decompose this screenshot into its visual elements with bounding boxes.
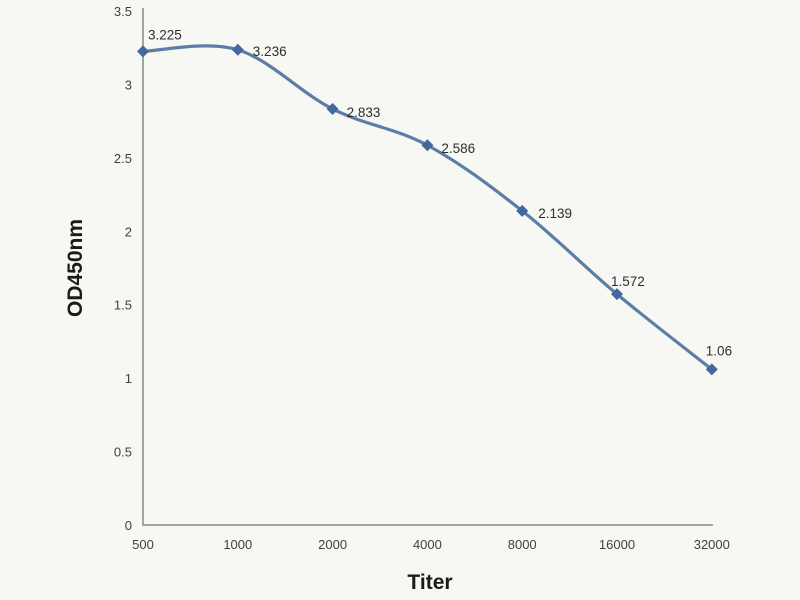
y-tick-label: 2.5 <box>114 151 132 166</box>
x-tick-label: 4000 <box>413 537 442 552</box>
data-point-marker <box>611 288 623 301</box>
y-tick-label: 0 <box>125 518 132 533</box>
series-line <box>141 44 714 371</box>
y-tick-label: 1 <box>125 371 132 386</box>
y-tick-label: 3.5 <box>114 4 132 19</box>
y-tick-label: 2 <box>125 224 132 239</box>
data-point-marker <box>705 363 718 376</box>
ticks-layer: 0 0.5 1 1.5 2 2.5 3 3.5 500 1000 2000 4000 8000 16000… <box>114 4 730 552</box>
x-tick-label: 32000 <box>694 537 730 552</box>
x-tick-label: 500 <box>132 537 154 552</box>
y-tick-label: 3 <box>125 77 132 92</box>
x-tick-label: 1000 <box>223 537 252 552</box>
data-point-label: 2.586 <box>441 141 475 156</box>
data-point-marker <box>137 45 149 58</box>
data-point-label: 3.236 <box>253 44 287 59</box>
y-tick-label: 0.5 <box>114 445 132 460</box>
data-point-marker <box>516 204 529 217</box>
data-point-label: 1.06 <box>706 343 732 358</box>
data-point-marker <box>421 139 434 152</box>
data-point-label: 2.139 <box>538 206 572 221</box>
x-tick-label: 16000 <box>599 537 635 552</box>
data-point-label: 3.225 <box>148 27 182 42</box>
y-axis-title: OD450nm <box>64 219 87 317</box>
x-tick-label: 2000 <box>318 537 347 552</box>
y-tick-label: 1.5 <box>114 298 132 313</box>
axes-layer <box>142 8 713 526</box>
x-axis-title: Titer <box>407 571 452 594</box>
data-labels-layer: 3.225 3.236 2.833 2.586 2.139 1.572 1.06 <box>148 27 732 358</box>
x-tick-label: 8000 <box>508 537 537 552</box>
data-point-label: 2.833 <box>347 105 381 120</box>
data-point-marker <box>231 43 244 56</box>
data-point-label: 1.572 <box>611 274 645 289</box>
data-point-marker <box>326 102 339 115</box>
series-layer <box>137 43 718 376</box>
